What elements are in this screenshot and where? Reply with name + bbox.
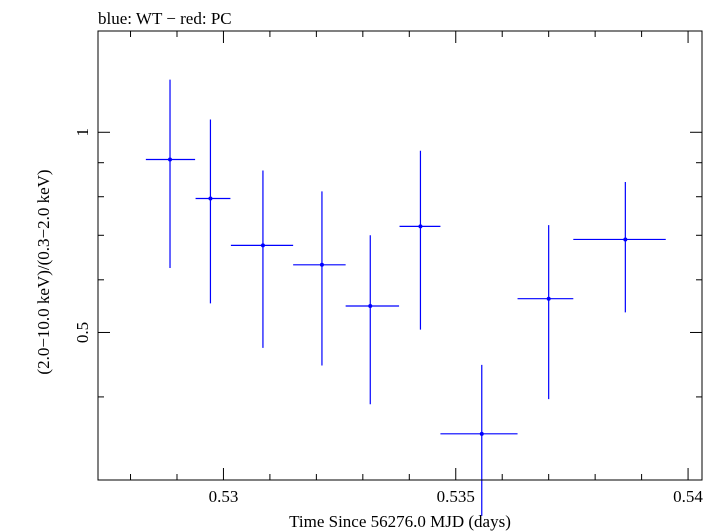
data-point-wt xyxy=(440,364,518,516)
x-tick-label: 0.53 xyxy=(209,487,239,506)
point-marker xyxy=(418,224,423,229)
data-point-wt xyxy=(399,150,441,330)
point-marker xyxy=(479,431,484,436)
x-axis-label: Time Since 56276.0 MJD (days) xyxy=(289,512,511,531)
data-point-wt xyxy=(517,225,574,400)
data-point-wt xyxy=(573,181,666,313)
x-tick-label: 0.54 xyxy=(673,487,703,506)
data-point-wt xyxy=(145,79,196,269)
data-point-wt xyxy=(293,191,346,366)
point-marker xyxy=(208,196,213,201)
y-axis-label: (2.0−10.0 keV)/(0.3−2.0 keV) xyxy=(34,169,53,374)
data-point-wt xyxy=(195,119,231,304)
y-tick-label: 1 xyxy=(73,128,92,137)
point-marker xyxy=(168,157,173,162)
data-series xyxy=(145,79,666,516)
point-marker xyxy=(260,243,265,248)
chart-title: blue: WT − red: PC xyxy=(98,9,232,28)
x-tick-label: 0.535 xyxy=(437,487,475,506)
point-marker xyxy=(319,262,324,267)
point-marker xyxy=(623,237,628,242)
axis-ticks: 0.53 0.535 0.54 0.5 1 xyxy=(73,31,703,506)
data-point-wt xyxy=(345,235,400,405)
data-point-wt xyxy=(230,170,294,348)
y-tick-label: 0.5 xyxy=(73,322,92,343)
point-marker xyxy=(368,303,373,308)
point-marker xyxy=(546,296,551,301)
plot-frame xyxy=(97,30,703,481)
